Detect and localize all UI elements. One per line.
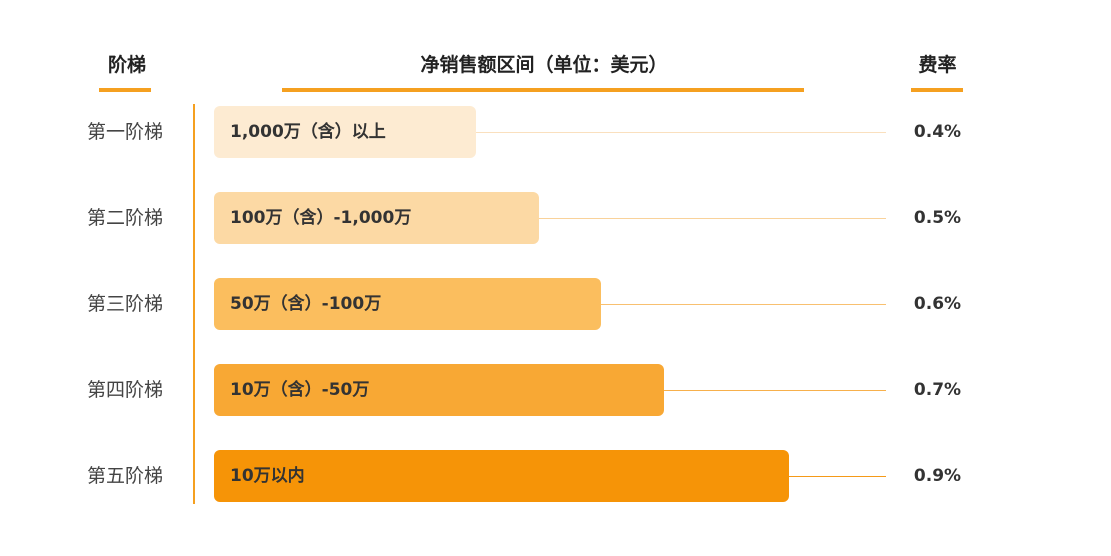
header-rate-underline bbox=[911, 88, 963, 92]
tier-label: 第二阶梯 bbox=[86, 207, 163, 229]
rate-label: 0.5% bbox=[913, 208, 962, 228]
axis-line bbox=[193, 104, 195, 504]
leader-line bbox=[538, 218, 886, 219]
tier-label: 第一阶梯 bbox=[86, 121, 163, 143]
leader-line bbox=[789, 476, 886, 477]
tier-label: 第三阶梯 bbox=[86, 293, 163, 315]
header-tier: 阶梯 bbox=[107, 54, 146, 76]
range-bar: 10万以内 bbox=[214, 450, 789, 502]
header-tier-underline bbox=[99, 88, 151, 92]
rate-label: 0.9% bbox=[913, 466, 962, 486]
range-bar: 50万（含）-100万 bbox=[214, 278, 602, 330]
leader-line bbox=[601, 304, 886, 305]
range-bar: 10万（含）-50万 bbox=[214, 364, 664, 416]
header-rate: 费率 bbox=[918, 54, 957, 76]
header-range-underline bbox=[282, 88, 804, 92]
rate-label: 0.4% bbox=[913, 122, 962, 142]
leader-line bbox=[663, 390, 886, 391]
tier-label: 第四阶梯 bbox=[86, 379, 163, 401]
rate-label: 0.6% bbox=[913, 294, 962, 314]
header-range: 净销售额区间（单位：美元） bbox=[420, 54, 668, 76]
range-bar: 1,000万（含）以上 bbox=[214, 106, 476, 158]
leader-line bbox=[476, 132, 886, 133]
rate-label: 0.7% bbox=[913, 380, 962, 400]
tier-label: 第五阶梯 bbox=[86, 465, 163, 487]
range-bar: 100万（含）-1,000万 bbox=[214, 192, 539, 244]
